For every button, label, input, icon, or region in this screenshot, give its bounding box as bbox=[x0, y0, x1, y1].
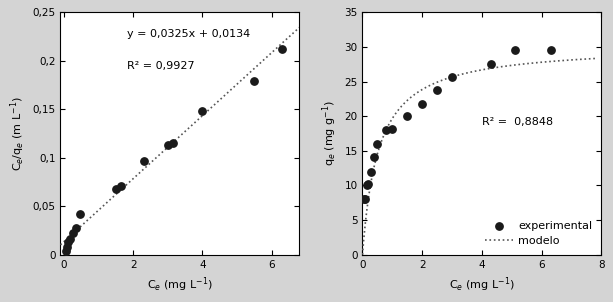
Text: y = 0,0325x + 0,0134: y = 0,0325x + 0,0134 bbox=[128, 29, 251, 39]
Point bbox=[62, 245, 72, 249]
Point bbox=[63, 239, 73, 244]
experimental bbox=[432, 88, 442, 92]
Point bbox=[277, 47, 287, 52]
experimental bbox=[360, 197, 370, 202]
Text: R² = 0,9927: R² = 0,9927 bbox=[128, 61, 195, 71]
experimental bbox=[359, 196, 369, 201]
experimental bbox=[370, 155, 379, 159]
Line: modelo: modelo bbox=[362, 59, 595, 255]
Point bbox=[75, 211, 85, 216]
Y-axis label: q$_e$ (mg g$^{-1}$): q$_e$ (mg g$^{-1}$) bbox=[320, 101, 339, 166]
Point bbox=[61, 248, 70, 253]
experimental bbox=[387, 126, 397, 131]
modelo bbox=[505, 64, 512, 68]
Y-axis label: C$_e$/q$_e$ (m L$^{-1}$): C$_e$/q$_e$ (m L$^{-1}$) bbox=[9, 96, 27, 171]
X-axis label: C$_e$ (mg L$^{-1}$): C$_e$ (mg L$^{-1}$) bbox=[449, 275, 515, 294]
modelo bbox=[451, 74, 459, 78]
modelo bbox=[359, 253, 366, 256]
modelo bbox=[387, 120, 394, 123]
Text: R² =  0,8848: R² = 0,8848 bbox=[482, 117, 553, 127]
experimental bbox=[381, 128, 391, 133]
modelo bbox=[592, 57, 599, 60]
Point bbox=[71, 225, 81, 230]
Point bbox=[197, 109, 207, 114]
experimental bbox=[364, 182, 373, 186]
experimental bbox=[367, 170, 376, 175]
experimental bbox=[402, 114, 412, 119]
Point bbox=[163, 143, 173, 148]
Point bbox=[116, 183, 126, 188]
Point bbox=[139, 158, 148, 163]
X-axis label: C$_e$ (mg L$^{-1}$): C$_e$ (mg L$^{-1}$) bbox=[147, 275, 213, 294]
experimental bbox=[546, 48, 555, 53]
Legend: experimental, modelo: experimental, modelo bbox=[482, 218, 596, 249]
Point bbox=[67, 231, 77, 236]
experimental bbox=[510, 48, 520, 53]
Point bbox=[111, 186, 121, 191]
experimental bbox=[486, 62, 496, 67]
experimental bbox=[373, 141, 383, 146]
modelo bbox=[435, 80, 442, 83]
Point bbox=[249, 79, 259, 84]
experimental bbox=[417, 102, 427, 107]
Point bbox=[168, 141, 178, 146]
modelo bbox=[528, 61, 535, 65]
experimental bbox=[362, 183, 372, 188]
experimental bbox=[447, 74, 457, 79]
modelo bbox=[527, 61, 535, 65]
Point bbox=[65, 237, 75, 242]
